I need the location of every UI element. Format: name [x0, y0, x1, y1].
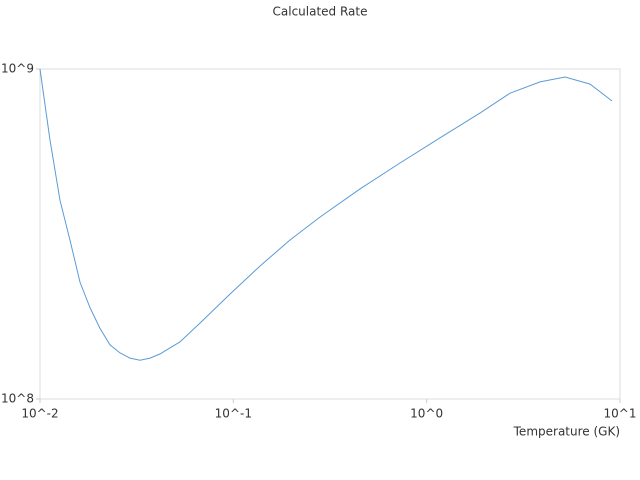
chart-title: Calculated Rate	[273, 5, 368, 19]
x-axis-label: Temperature (GK)	[513, 425, 620, 439]
x-tick-label: 10^0	[410, 407, 443, 421]
rate-line	[39, 68, 613, 361]
x-tick-label: 10^1	[604, 407, 637, 421]
x-tick-label: 10^-1	[215, 407, 252, 421]
x-tick-label: 10^-2	[21, 407, 58, 421]
plot-frame	[39, 68, 621, 400]
y-tick-label: 10^8	[1, 392, 34, 406]
y-tick-label: 10^9	[1, 62, 34, 76]
